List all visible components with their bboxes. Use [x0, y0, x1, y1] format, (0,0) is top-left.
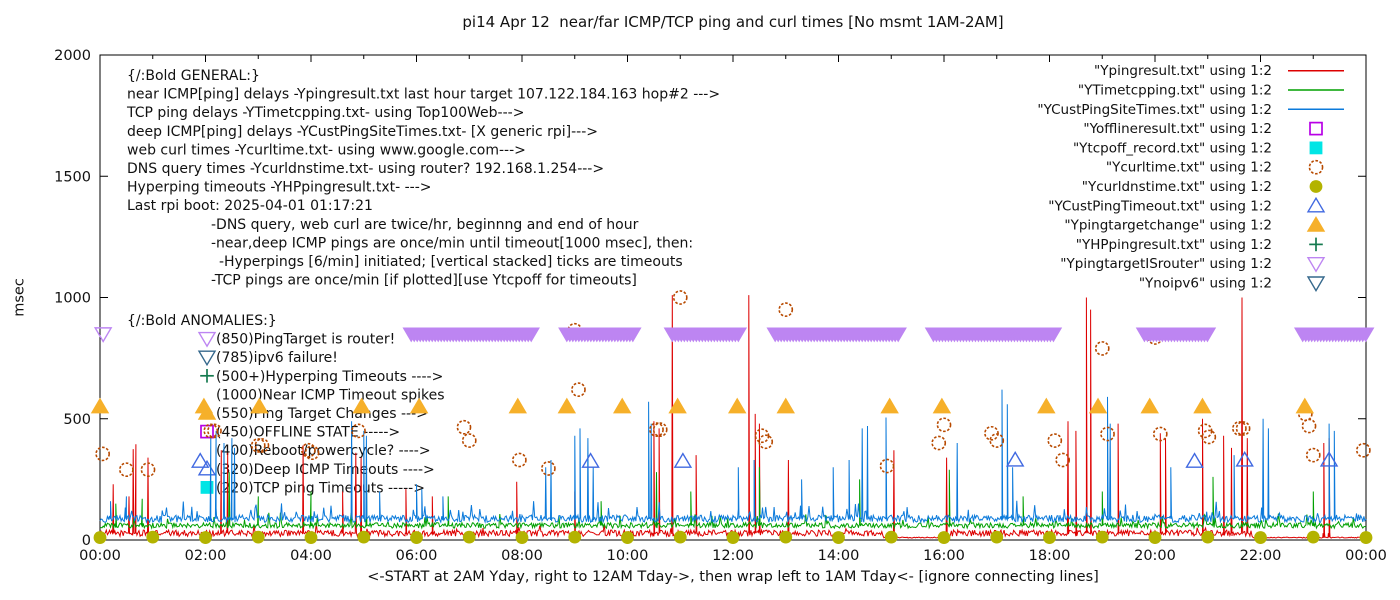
annotation-line: -near,deep ICMP pings are once/min until…	[211, 235, 693, 251]
x-tick-label: 14:00	[818, 548, 860, 564]
legend-label: "Ycurltime.txt" using 1:2	[1106, 160, 1272, 176]
legend-entry: "Ynoipv6" using 1:2	[1139, 276, 1326, 292]
annotations: {/:Bold GENERAL:} near ICMP[ping] delays …	[126, 68, 720, 496]
annotation-line: (220)TCP ping Timeouts ----->	[216, 480, 425, 496]
x-tick-label: 20:00	[1134, 548, 1176, 564]
x-tick-label: 22:00	[1240, 548, 1282, 564]
annotation-line: web curl times -Ycurltime.txt- using www…	[127, 142, 526, 158]
legend-label: "Ypingtargetchange" using 1:2	[1064, 218, 1272, 234]
x-tick-label: 04:00	[290, 548, 332, 564]
annotation-line: (785)ipv6 failure!	[216, 350, 338, 366]
series-ycurldnstime-txt	[93, 530, 1373, 544]
y-tick-label: 2000	[54, 48, 91, 64]
y-tick-label: 1000	[54, 291, 91, 307]
annotation-line: DNS query times -Ycurldnstime.txt- using…	[127, 161, 604, 177]
legend-entry: "Ypingtargetchange" using 1:2	[1064, 216, 1326, 234]
legend-label: "Ycurldnstime.txt" using 1:2	[1082, 179, 1272, 195]
annotation-line: (450)OFFLINE STATE ----->	[216, 425, 400, 441]
annotation-line: near ICMP[ping] delays -Ypingresult.txt …	[127, 87, 720, 103]
annotation-line: (1000)Near ICMP Timeout spikes	[216, 387, 445, 403]
x-tick-label: 00:00	[1345, 548, 1387, 564]
legend-entry: "YCustPingSiteTimes.txt" using 1:2	[1037, 102, 1344, 118]
annotation-line: {/:Bold GENERAL:}	[127, 68, 260, 84]
annotation-line: TCP ping delays -YTimetcpping.txt- using…	[126, 105, 524, 121]
legend-entry: "Ycurldnstime.txt" using 1:2	[1082, 179, 1323, 195]
legend-label: "YpingtargetISrouter" using 1:2	[1060, 256, 1272, 272]
annotation-line: (400)Reboot/powercycle? ---->	[216, 443, 431, 459]
annotation-line: (320)Deep ICMP Timeouts ---->	[216, 462, 435, 478]
chart-title: pi14 Apr 12 near/far ICMP/TCP ping and c…	[462, 13, 1004, 31]
series-ypingtargetisrouter	[93, 327, 1375, 343]
legend-label: "YTimetcpping.txt" using 1:2	[1078, 83, 1272, 99]
x-tick-label: 06:00	[396, 548, 438, 564]
y-tick-label: 500	[63, 412, 91, 428]
annotation-line: {/:Bold ANOMALIES:}	[127, 313, 277, 329]
x-tick-label: 08:00	[501, 548, 543, 564]
legend-entry: "YCustPingTimeout.txt" using 1:2	[1048, 196, 1326, 214]
annotation-line: (500+)Hyperping Timeouts ---->	[216, 369, 443, 385]
x-tick-label: 12:00	[712, 548, 754, 564]
annotation-line: -Hyperpings [6/min] initiated; [vertical…	[219, 254, 683, 270]
legend: "Ypingresult.txt" using 1:2 "YTimetcpping…	[1037, 63, 1344, 292]
legend-label: "YHPpingresult.txt" using 1:2	[1076, 237, 1272, 253]
x-tick-label: 18:00	[1029, 548, 1071, 564]
legend-entry: "Ytcpoff_record.txt" using 1:2	[1073, 140, 1323, 156]
annotation-line: Last rpi boot: 2025-04-01 01:17:21	[127, 198, 373, 214]
series-ypingtargetchange	[90, 397, 1315, 414]
series-ycustpingsitetimes-txt	[99, 389, 1367, 524]
legend-label: "Ynoipv6" using 1:2	[1139, 276, 1272, 292]
legend-label: "Ypingresult.txt" using 1:2	[1094, 63, 1272, 79]
annotation-line: (550)Ping Target Changes --->	[216, 406, 428, 422]
annotation-line: deep ICMP[ping] delays -YCustPingSiteTim…	[127, 124, 598, 140]
legend-label: "YCustPingSiteTimes.txt" using 1:2	[1037, 102, 1272, 118]
annotation-line: -DNS query, web curl are twice/hr, begin…	[211, 217, 639, 233]
series-ytimetcpping-txt	[99, 467, 1367, 531]
legend-label: "Yofflineresult.txt" using 1:2	[1083, 121, 1272, 137]
legend-entry: "YpingtargetISrouter" using 1:2	[1060, 256, 1326, 273]
legend-entry: "Ypingresult.txt" using 1:2	[1094, 63, 1344, 79]
legend-entry: "YHPpingresult.txt" using 1:2	[1076, 237, 1323, 253]
legend-entry: "Yofflineresult.txt" using 1:2	[1083, 121, 1323, 137]
legend-label: "Ytcpoff_record.txt" using 1:2	[1073, 140, 1272, 156]
annotation-line: Hyperping timeouts -YHPpingresult.txt- -…	[127, 180, 432, 196]
y-tick-label: 0	[82, 533, 91, 549]
annotation-line: (850)PingTarget is router!	[216, 332, 395, 348]
x-tick-label: 16:00	[923, 548, 965, 564]
legend-label: "YCustPingTimeout.txt" using 1:2	[1048, 198, 1272, 214]
x-tick-label: 10:00	[607, 548, 649, 564]
legend-entry: "Ycurltime.txt" using 1:2	[1106, 160, 1324, 176]
y-tick-label: 1500	[54, 169, 91, 185]
x-tick-label: 02:00	[185, 548, 227, 564]
x-axis-label: <-START at 2AM Yday, right to 12AM Tday-…	[367, 569, 1099, 585]
legend-entry: "YTimetcpping.txt" using 1:2	[1078, 83, 1344, 99]
series-ycustpingtimeout-txt	[191, 450, 1339, 468]
annotation-line: -TCP pings are once/min [if plotted][use…	[211, 273, 637, 289]
x-tick-label: 00:00	[79, 548, 121, 564]
